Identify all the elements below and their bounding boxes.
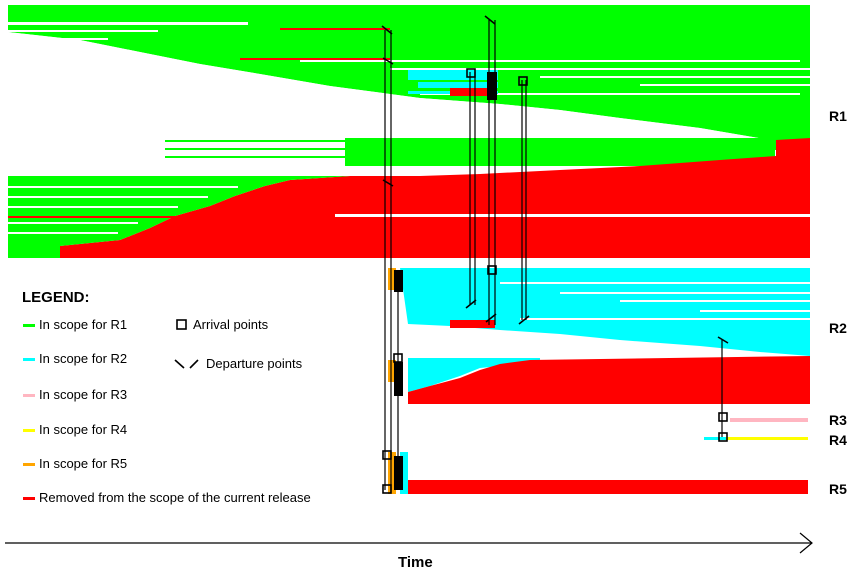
r2-scope-lower xyxy=(408,358,540,392)
departure-point-icon xyxy=(189,359,199,369)
legend-label-arrival: Arrival points xyxy=(193,317,269,332)
r5-scope-area xyxy=(388,452,396,494)
legend-swatch-r5 xyxy=(23,463,35,466)
departure-point xyxy=(485,313,497,323)
release-label-r3: R3 xyxy=(829,412,847,428)
arrival-point xyxy=(487,265,497,275)
legend-title: LEGEND: xyxy=(22,289,90,306)
r5-r2-area xyxy=(400,452,408,494)
r1-removed-inset xyxy=(450,88,495,96)
r1-r2-inset xyxy=(408,70,498,80)
departure-point xyxy=(382,57,394,65)
r2-r5-marker xyxy=(388,268,396,290)
legend-swatch-r1 xyxy=(23,324,35,327)
departure-point xyxy=(518,315,530,325)
r1-lower-gaps xyxy=(8,172,810,234)
r5-removed-area xyxy=(408,480,808,494)
departure-point xyxy=(382,179,394,187)
legend-label-r4: In scope for R4 xyxy=(39,422,128,437)
r2-removed-inset xyxy=(450,320,495,328)
time-axis xyxy=(5,532,813,554)
arrival-point xyxy=(466,68,476,78)
arrival-point xyxy=(718,412,728,422)
legend-swatch-removed xyxy=(23,497,35,500)
r1-line xyxy=(165,156,345,158)
arrival-point xyxy=(718,432,728,442)
arrival-point xyxy=(393,353,403,363)
departure-point xyxy=(717,336,729,344)
r1-r2-inset xyxy=(418,82,498,88)
time-axis-label: Time xyxy=(398,554,433,571)
release-label-r4: R4 xyxy=(829,432,847,448)
r2-scope-area xyxy=(400,268,810,356)
r1-line xyxy=(165,148,345,150)
marker-blocks xyxy=(394,72,497,490)
r1-removed-area xyxy=(60,138,810,258)
r4-scope-line xyxy=(726,437,808,440)
legend-label-departure: Departure points xyxy=(206,356,303,371)
departure-point-icon xyxy=(174,359,185,369)
r1-band xyxy=(8,5,810,258)
legend-label-r3: In scope for R3 xyxy=(39,387,128,402)
release-label-r5: R5 xyxy=(829,481,847,497)
legend-label-r1: In scope for R1 xyxy=(39,317,128,332)
legend-swatch-r2 xyxy=(23,358,35,361)
arrival-point xyxy=(518,76,528,86)
departure-point xyxy=(465,299,477,309)
r2-r5-marker xyxy=(388,360,396,382)
r2-band xyxy=(388,268,810,404)
arrival-point xyxy=(382,450,392,460)
legend-label-r2: In scope for R2 xyxy=(39,351,128,366)
r1-removed-line xyxy=(280,28,390,30)
arrival-points xyxy=(382,68,728,494)
r2-removed-area xyxy=(408,356,810,404)
arrival-point-icon xyxy=(176,319,187,330)
r1-scope-area-lower xyxy=(345,138,810,166)
arrival-point xyxy=(382,484,392,494)
r1-line xyxy=(165,140,345,142)
release-label-r1: R1 xyxy=(829,108,847,124)
r5-band xyxy=(388,452,808,494)
departure-point xyxy=(484,15,496,25)
legend-label-r5: In scope for R5 xyxy=(39,456,128,471)
departure-point xyxy=(381,25,393,35)
legend-label-removed: Removed from the scope of the current re… xyxy=(39,490,311,505)
r2-gaps xyxy=(500,282,810,320)
r1-removed-line xyxy=(8,216,178,218)
r1-empty-area xyxy=(8,32,770,170)
legend-graphics xyxy=(23,319,199,500)
axis-arrowhead-icon xyxy=(799,532,813,554)
r1-removed-line xyxy=(240,58,390,60)
legend-swatch-r4 xyxy=(23,429,35,432)
departure-points xyxy=(381,15,729,344)
r4-r2-line xyxy=(704,437,726,440)
release-label-r2: R2 xyxy=(829,320,847,336)
r3-scope-line xyxy=(730,418,808,422)
legend-swatch-r3 xyxy=(23,394,35,397)
